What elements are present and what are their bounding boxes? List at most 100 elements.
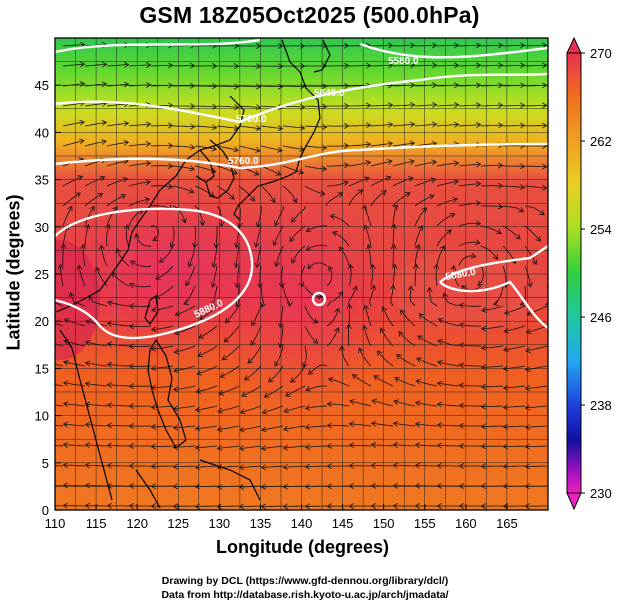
streamline-arrow [233,104,240,110]
streamline-arrow [551,281,556,286]
streamline-arrow [352,374,358,380]
streamline [84,102,107,107]
streamline [546,85,548,87]
streamline [150,185,173,188]
streamline-arrow [564,43,568,48]
streamline-arrow [274,360,280,367]
streamline-arrow [128,503,134,509]
streamline-arrow [234,42,240,49]
streamline-arrow [239,408,246,415]
streamline [84,193,103,207]
streamline [392,177,414,187]
streamline-arrow [97,193,104,198]
streamline-arrow [326,483,332,490]
streamline [414,244,420,267]
streamline-arrow [300,83,306,90]
x-tick-label: 110 [45,516,66,531]
streamline-arrow [421,207,427,213]
streamline [88,295,108,307]
streamline-arrow [283,407,290,414]
streamline-arrow [392,462,398,469]
streamline [371,465,394,467]
streamline [236,265,240,288]
streamline-arrow [361,204,367,211]
streamline-arrow [396,354,402,360]
streamline-arrow [326,422,332,429]
streamline [415,444,438,447]
streamline-arrow [78,138,85,145]
streamline [436,229,452,247]
streamline-arrow [63,359,69,366]
streamline-arrow [62,441,69,448]
streamline-arrow [300,63,306,70]
streamline [279,325,284,348]
streamline-arrow [502,384,509,391]
streamline [188,245,196,267]
streamline [437,361,460,367]
streamline [546,185,548,187]
streamline-arrow [497,203,504,210]
streamline-arrow [410,42,416,49]
streamline-arrow [453,179,459,185]
streamline-arrow [474,239,481,246]
streamline [524,165,547,168]
streamline [348,286,357,307]
streamline-arrow [380,327,386,334]
streamline-arrow [216,483,222,490]
streamline-arrow [190,123,196,130]
streamline-arrow [256,282,263,289]
streamline [396,354,416,367]
streamline-arrow [458,322,465,329]
streamline-arrow [106,422,112,429]
streamline-arrow [194,464,200,470]
streamline-arrow [432,82,438,89]
streamline-arrow [299,124,306,131]
streamline-arrow [212,63,218,69]
streamline-arrow [260,445,267,451]
streamline-arrow [234,63,240,70]
streamline-arrow [407,285,414,291]
streamline-arrow [277,104,284,111]
streamline-arrow [282,425,289,432]
streamline [326,164,349,167]
streamline-arrow [253,170,260,176]
streamline-arrow [393,399,399,405]
streamline [173,425,196,429]
streamline [63,464,86,467]
streamline-arrow [241,391,247,397]
streamline-arrow [458,302,465,309]
streamline [273,225,284,246]
streamline [85,444,108,447]
colorbar: 270 262 254 246 238 230 [566,36,612,511]
streamline-arrow [454,102,460,108]
streamline [218,405,240,412]
x-tick-label: 160 [455,516,477,531]
streamline [282,185,297,203]
streamline [185,265,196,286]
streamline-arrow [470,252,477,259]
streamline [392,192,411,207]
streamline-arrow [42,339,47,344]
streamline-arrow [250,340,256,346]
streamline [63,505,85,507]
streamline-arrow [415,379,422,385]
streamline-arrow [453,121,460,128]
streamline [198,325,218,339]
streamline [502,125,525,127]
streamline-arrow [362,324,368,331]
streamline [504,305,526,314]
map-title: GSM 18Z05Oct2025 (500.0hPa) [139,2,480,28]
streamline [63,403,86,407]
streamline-arrow [480,443,486,450]
streamline [370,104,393,107]
streamline [174,345,196,353]
streamline-arrow [115,247,121,254]
streamline [172,165,195,170]
streamline [261,505,284,507]
streamline-arrow [84,381,91,387]
streamline [150,225,159,242]
x-axis-label: Longitude (degrees) [215,537,389,557]
streamline [62,206,73,227]
streamline [284,405,306,413]
streamline-arrow [256,43,262,49]
